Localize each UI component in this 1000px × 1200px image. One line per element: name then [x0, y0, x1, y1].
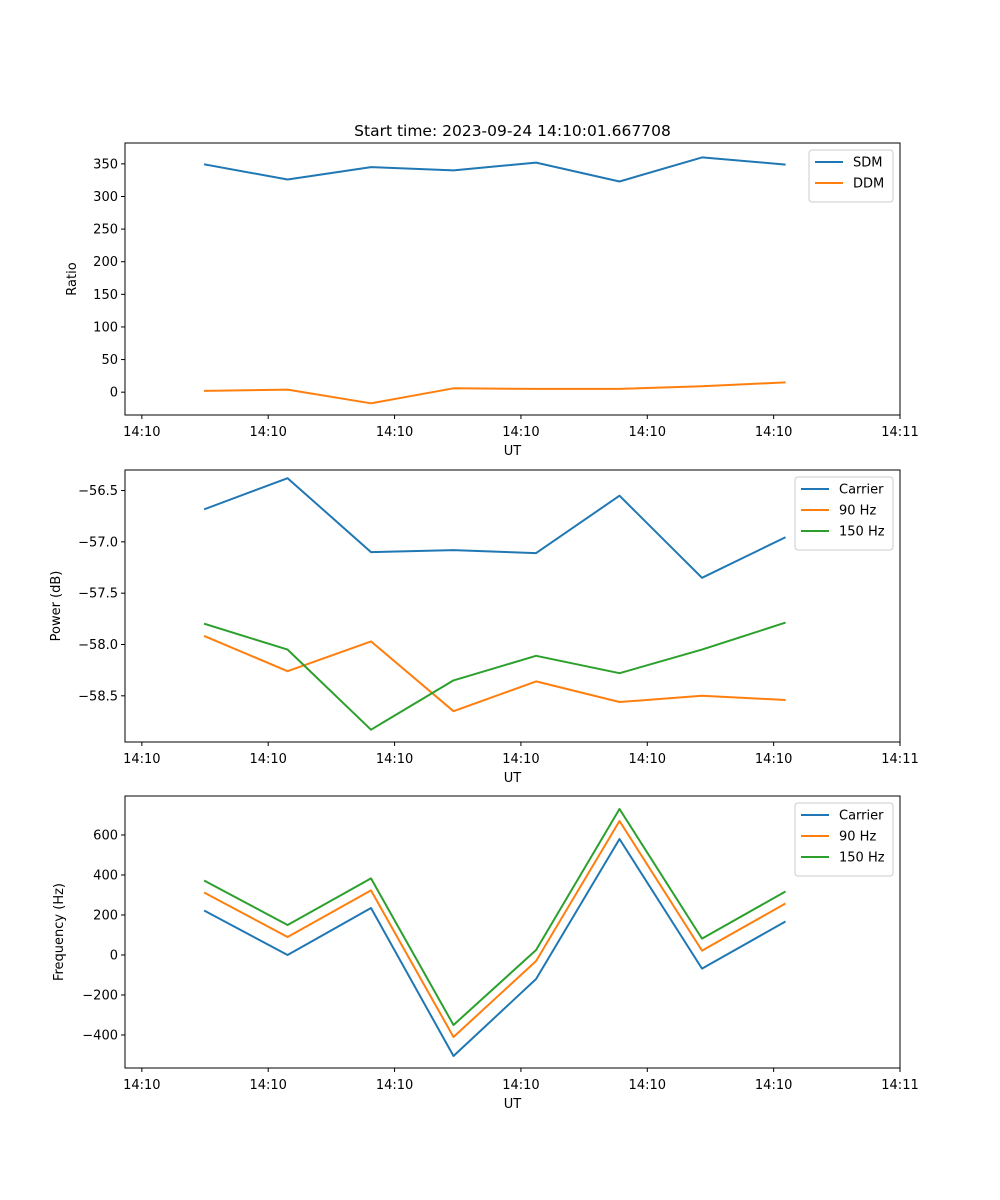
- y-tick-label: 300: [93, 190, 118, 205]
- x-tick-label: 14:10: [755, 1078, 792, 1093]
- x-tick-label: 14:10: [376, 425, 413, 440]
- x-tick-label: 14:10: [502, 1078, 539, 1093]
- y-tick-label: 350: [93, 157, 118, 172]
- x-tick-label: 14:10: [629, 752, 666, 767]
- x-axis-label: UT: [504, 444, 522, 459]
- x-tick-label: 14:10: [249, 752, 286, 767]
- x-tick-label: 14:10: [249, 1078, 286, 1093]
- y-tick-label: 150: [93, 288, 118, 303]
- legend-label-150-hz: 150 Hz: [839, 525, 885, 540]
- series-group: [203, 808, 786, 1057]
- x-tick-label: 14:10: [376, 1078, 413, 1093]
- series-line-90-hz: [203, 820, 786, 1038]
- y-tick-label: 250: [93, 223, 118, 238]
- x-tick-label: 14:10: [123, 752, 160, 767]
- x-tick-label: 14:11: [881, 1078, 918, 1093]
- chart-panel-3: 14:10 14:10 14:10 14:10 14:10 14:10 14:11 −400 −…: [52, 795, 919, 1112]
- series-line-150-hz: [203, 808, 786, 1026]
- x-tick-label: 14:11: [881, 425, 918, 440]
- legend: SDM DDM: [808, 149, 894, 203]
- series-group: [203, 156, 786, 405]
- x-tick-label: 14:10: [629, 425, 666, 440]
- y-tick-label: −56.5: [78, 484, 118, 499]
- x-tick-label: 14:10: [123, 1078, 160, 1093]
- x-tick-label: 14:10: [629, 1078, 666, 1093]
- x-tick-label: 14:10: [376, 752, 413, 767]
- y-tick-label: −200: [82, 989, 118, 1004]
- y-tick-label: −58.0: [78, 638, 118, 653]
- series-group: [203, 477, 786, 731]
- y-tick-label: 100: [93, 320, 118, 335]
- y-tick-label: 200: [93, 909, 118, 924]
- y-tick-label: 0: [110, 386, 118, 401]
- y-tick-label: 0: [110, 949, 118, 964]
- y-axis-label: Frequency (Hz): [52, 883, 67, 981]
- y-tick-label: −400: [82, 1029, 118, 1044]
- y-tick-label: −58.5: [78, 689, 118, 704]
- series-line-90-hz: [203, 634, 786, 713]
- series-line-carrier: [203, 838, 786, 1057]
- x-tick-label: 14:10: [502, 752, 539, 767]
- y-axis-label: Ratio: [65, 262, 80, 295]
- legend-label-90-hz: 90 Hz: [839, 504, 876, 519]
- x-tick-label: 14:10: [123, 425, 160, 440]
- series-line-150-hz: [203, 621, 786, 731]
- x-tick-label: 14:10: [755, 425, 792, 440]
- y-tick-label: 400: [93, 869, 118, 884]
- y-tick-label: 50: [101, 353, 118, 368]
- y-tick-label: −57.0: [78, 535, 118, 550]
- legend-label-carrier: Carrier: [839, 483, 884, 498]
- legend: Carrier 90 Hz 150 Hz: [794, 802, 894, 877]
- series-line-ddm: [203, 381, 786, 405]
- series-line-sdm: [203, 156, 786, 183]
- chart-title: Start time: 2023-09-24 14:10:01.667708: [354, 122, 671, 140]
- plot-frame: [124, 469, 901, 743]
- y-axis-label: Power (dB): [49, 571, 64, 642]
- legend-label-150-hz: 150 Hz: [839, 851, 885, 866]
- legend-label-ddm: DDM: [853, 177, 884, 192]
- plot-frame: [124, 142, 901, 416]
- x-axis-label: UT: [504, 771, 522, 786]
- plot-frame: [124, 795, 901, 1069]
- x-tick-label: 14:10: [249, 425, 286, 440]
- y-tick-label: −57.5: [78, 587, 118, 602]
- legend-label-90-hz: 90 Hz: [839, 830, 876, 845]
- x-tick-label: 14:11: [881, 752, 918, 767]
- legend-label-sdm: SDM: [853, 156, 882, 171]
- y-tick-label: 600: [93, 829, 118, 844]
- legend-label-carrier: Carrier: [839, 809, 884, 824]
- x-tick-label: 14:10: [755, 752, 792, 767]
- y-tick-label: 200: [93, 255, 118, 270]
- chart-panel-1: 14:10 14:10 14:10 14:10 14:10 14:10 14:11 0 50 10…: [65, 122, 919, 459]
- series-line-carrier: [203, 477, 786, 579]
- x-axis-label: UT: [504, 1097, 522, 1112]
- legend: Carrier 90 Hz 150 Hz: [794, 476, 894, 551]
- x-tick-label: 14:10: [502, 425, 539, 440]
- chart-panel-2: 14:10 14:10 14:10 14:10 14:10 14:10 14:11 −58.5…: [49, 469, 919, 786]
